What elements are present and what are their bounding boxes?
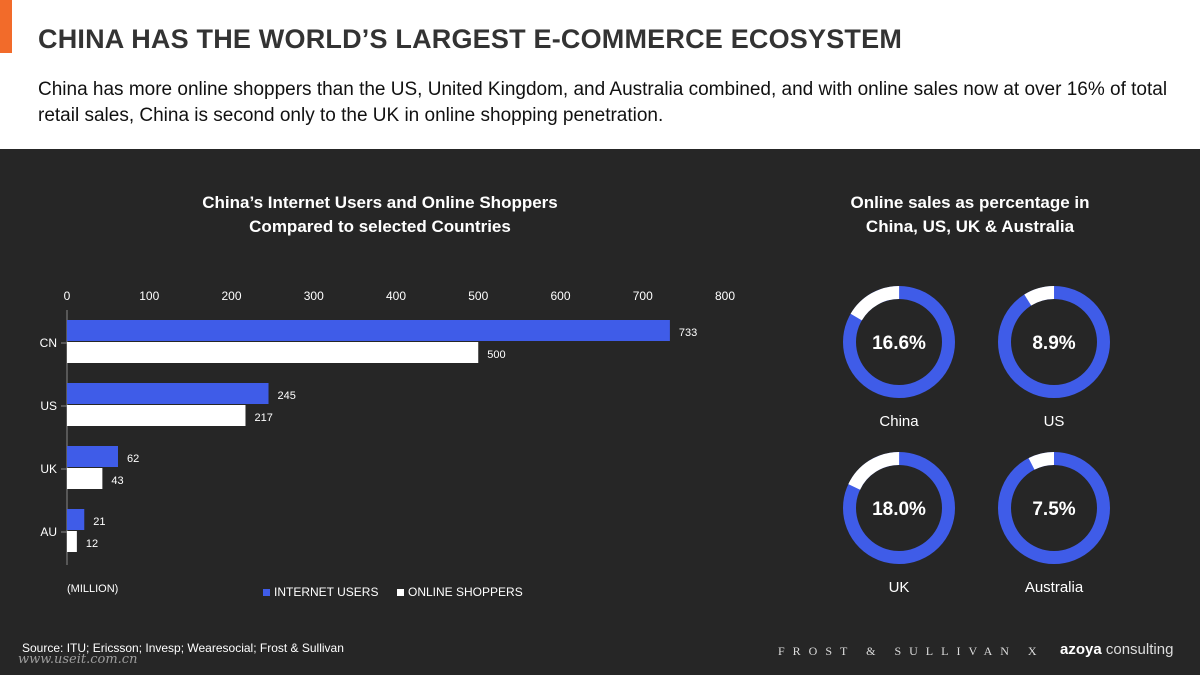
page-title: CHINA HAS THE WORLD’S LARGEST E-COMMERCE…	[38, 24, 903, 54]
data-label-uk-internet-users: 62	[127, 453, 139, 465]
category-label-cn: CN	[40, 336, 57, 350]
donut-ring-australia	[998, 452, 1110, 564]
x-tick-label-800: 800	[715, 289, 735, 303]
donut-slice-australia	[998, 452, 1110, 564]
bar-cn-internet-users	[67, 320, 670, 341]
bar-us-internet-users	[67, 383, 269, 404]
x-tick-label-400: 400	[386, 289, 406, 303]
donut-charts: 16.6% China 8.9% US 18.0% UK 7.5% Australia	[843, 286, 1110, 596]
x-tick-label-200: 200	[221, 289, 241, 303]
bar-chart: 0 100 200 300 400 500 600 700 800 CN 733 500 US 245 21…	[40, 289, 735, 565]
donut-slice-uk	[843, 452, 955, 564]
header-area: CHINA HAS THE WORLD’S LARGEST E-COMMERCE…	[0, 0, 1200, 149]
donut-slice-us	[998, 286, 1110, 398]
bar-uk-online-shoppers	[67, 468, 103, 489]
bar-chart-title: China’s Internet Users and Online Shoppe…	[202, 193, 558, 236]
donut-label-china: China	[879, 413, 919, 430]
category-label-au: AU	[40, 525, 57, 539]
x-tick-label-600: 600	[550, 289, 570, 303]
bar-uk-internet-users	[67, 446, 118, 467]
x-tick-label-300: 300	[304, 289, 324, 303]
donut-value-china: 16.6%	[872, 333, 926, 354]
bar-au-online-shoppers	[67, 531, 77, 552]
donut-chart-title: Online sales as percentage in China, US,…	[850, 193, 1090, 236]
legend-swatch-white	[397, 588, 404, 596]
unit-label: (MILLION)	[67, 583, 119, 595]
legend-label: ONLINE SHOPPERS	[408, 585, 523, 599]
bar-us-online-shoppers	[67, 405, 246, 426]
donut-value-us: 8.9%	[1032, 333, 1075, 354]
legend-online-shoppers: ONLINE SHOPPERS	[397, 585, 523, 599]
data-label-us-internet-users: 245	[278, 390, 296, 402]
bar-au-internet-users	[67, 509, 85, 530]
watermark: www.useit.com.cn	[18, 652, 138, 667]
legend-swatch-blue	[263, 588, 270, 596]
data-label-au-internet-users: 21	[93, 516, 105, 528]
x-tick-label-500: 500	[468, 289, 488, 303]
source-note: Source: ITU; Ericsson; Invesp; Wearesoci…	[22, 641, 344, 655]
data-label-cn-internet-users: 733	[679, 327, 697, 339]
legend-label: INTERNET USERS	[274, 585, 379, 599]
data-label-au-online-shoppers: 12	[86, 538, 98, 550]
bar-cn-online-shoppers	[67, 342, 479, 363]
page-subtitle: China has more online shoppers than the …	[38, 79, 1168, 126]
category-label-us: US	[40, 399, 57, 413]
data-label-us-online-shoppers: 217	[254, 412, 272, 424]
donut-value-uk: 18.0%	[872, 499, 926, 520]
donut-label-uk: UK	[889, 579, 910, 596]
accent-bar	[0, 0, 12, 53]
x-tick-label-700: 700	[633, 289, 653, 303]
donut-label-us: US	[1044, 413, 1065, 430]
x-tick-label-100: 100	[139, 289, 159, 303]
donut-value-australia: 7.5%	[1032, 499, 1075, 520]
donut-label-australia: Australia	[1025, 579, 1084, 596]
frost-sullivan-logo: FROST & SULLIVAN X	[778, 644, 1045, 658]
category-label-uk: UK	[40, 462, 57, 476]
legend-internet-users: INTERNET USERS	[263, 585, 378, 599]
x-tick-label-0: 0	[64, 289, 71, 303]
azoya-logo: azoya consulting	[1060, 641, 1174, 658]
data-label-cn-online-shoppers: 500	[487, 349, 505, 361]
data-label-uk-online-shoppers: 43	[111, 475, 123, 487]
